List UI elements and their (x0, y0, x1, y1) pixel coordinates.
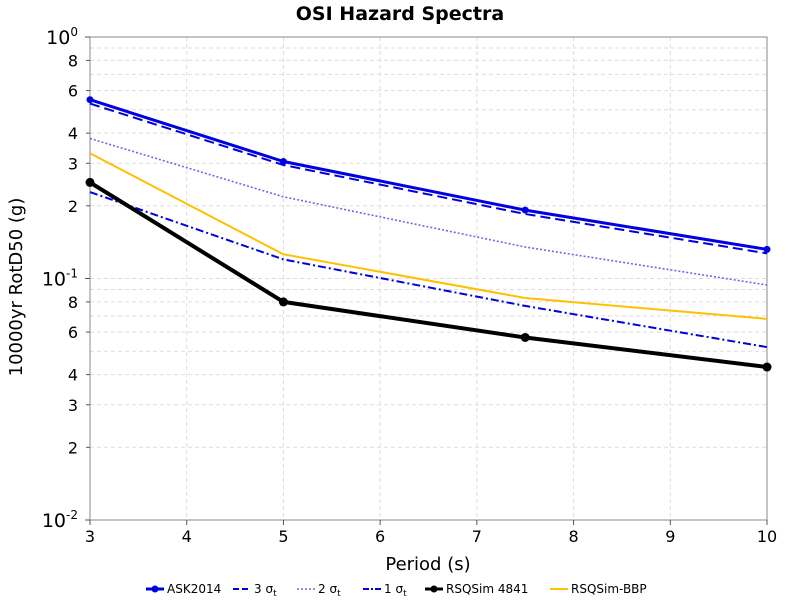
data-point (763, 245, 771, 253)
chart-title: OSI Hazard Spectra (296, 3, 504, 25)
legend-label: 3 σt (254, 582, 277, 599)
legend-subscript: t (273, 589, 277, 599)
series-line (89, 102, 768, 255)
legend-label: RSQSim 4841 (446, 582, 528, 596)
data-point (278, 297, 288, 307)
data-point (85, 177, 95, 187)
x-axis-ticks: 3 4 5 6 7 8 9 10 (85, 520, 777, 546)
legend-name: RSQSim-BBP (571, 582, 647, 596)
series-line (89, 152, 768, 320)
series-2 (89, 137, 768, 286)
legend-item: ASK2014 (146, 582, 221, 596)
data-point (279, 158, 287, 166)
legend-marker (430, 585, 438, 593)
series-layer (85, 96, 772, 372)
legend-label: RSQSim-BBP (571, 582, 647, 596)
series-line (88, 180, 768, 369)
y-minor-label: 4 (68, 366, 78, 385)
y-decade-base: 10 (42, 269, 66, 291)
legend-subscript: t (337, 589, 341, 599)
legend-item: RSQSim-BBP (550, 582, 647, 596)
data-point (86, 96, 94, 104)
x-tick-label: 8 (568, 527, 578, 546)
series-line (89, 191, 768, 349)
legend-label: 1 σt (384, 582, 407, 599)
series-line (89, 137, 768, 286)
legend-name: ASK2014 (167, 582, 221, 596)
legend-name: 2 σ (318, 582, 337, 596)
legend-item: 2 σt (297, 582, 341, 599)
x-tick-label: 5 (278, 527, 288, 546)
legend-name: RSQSim 4841 (446, 582, 528, 596)
series-3 (89, 191, 768, 349)
legend-marker (151, 585, 159, 593)
y-decade-base: 10 (46, 27, 70, 49)
x-tick-label: 3 (85, 527, 95, 546)
data-point (762, 362, 772, 372)
legend-subscript: t (403, 589, 407, 599)
x-tick-label: 10 (757, 527, 777, 546)
y-minor-label: 3 (68, 396, 78, 415)
y-decade-exponent: -1 (66, 267, 78, 281)
legend-label: ASK2014 (167, 582, 221, 596)
series-line (89, 98, 768, 251)
y-minor-label: 4 (68, 124, 78, 143)
y-decade-exponent: -2 (66, 508, 78, 522)
x-tick-label: 9 (665, 527, 675, 546)
legend-name: 3 σ (254, 582, 273, 596)
series-1 (89, 102, 768, 255)
legend-label: 2 σt (318, 582, 341, 599)
series-4 (85, 177, 772, 372)
y-minor-label: 3 (68, 154, 78, 173)
legend-name: 1 σ (384, 582, 403, 596)
legend-item: 3 σt (233, 582, 277, 599)
grid (89, 37, 768, 521)
y-axis-label: 10000yr RotD50 (g) (6, 198, 27, 377)
y-decade-base: 10 (42, 510, 66, 532)
y-minor-label: 8 (68, 293, 78, 312)
x-tick-label: 4 (182, 527, 192, 546)
legend-item: 1 σt (363, 582, 407, 599)
y-minor-label: 8 (68, 51, 78, 70)
y-decade-label: 10-1 (42, 267, 78, 291)
x-tick-label: 7 (472, 527, 482, 546)
legend: ASK2014 3 σt 2 σt 1 σt RSQSim 4841 RSQSim-BBP (146, 582, 647, 599)
y-minor-label: 2 (68, 197, 78, 216)
y-decade-exponent: 0 (70, 25, 78, 39)
y-decade-label: 10-2 (42, 508, 78, 532)
x-tick-label: 6 (375, 527, 385, 546)
y-decade-label: 100 (46, 25, 78, 49)
y-minor-label: 2 (68, 438, 78, 457)
series-0 (86, 96, 771, 253)
series-5 (89, 152, 768, 320)
y-minor-label: 6 (68, 323, 78, 342)
x-axis-label: Period (s) (385, 554, 470, 575)
y-minor-label: 6 (68, 82, 78, 101)
data-point (521, 206, 529, 214)
legend-item: RSQSim 4841 (425, 582, 528, 596)
data-point (520, 332, 530, 342)
